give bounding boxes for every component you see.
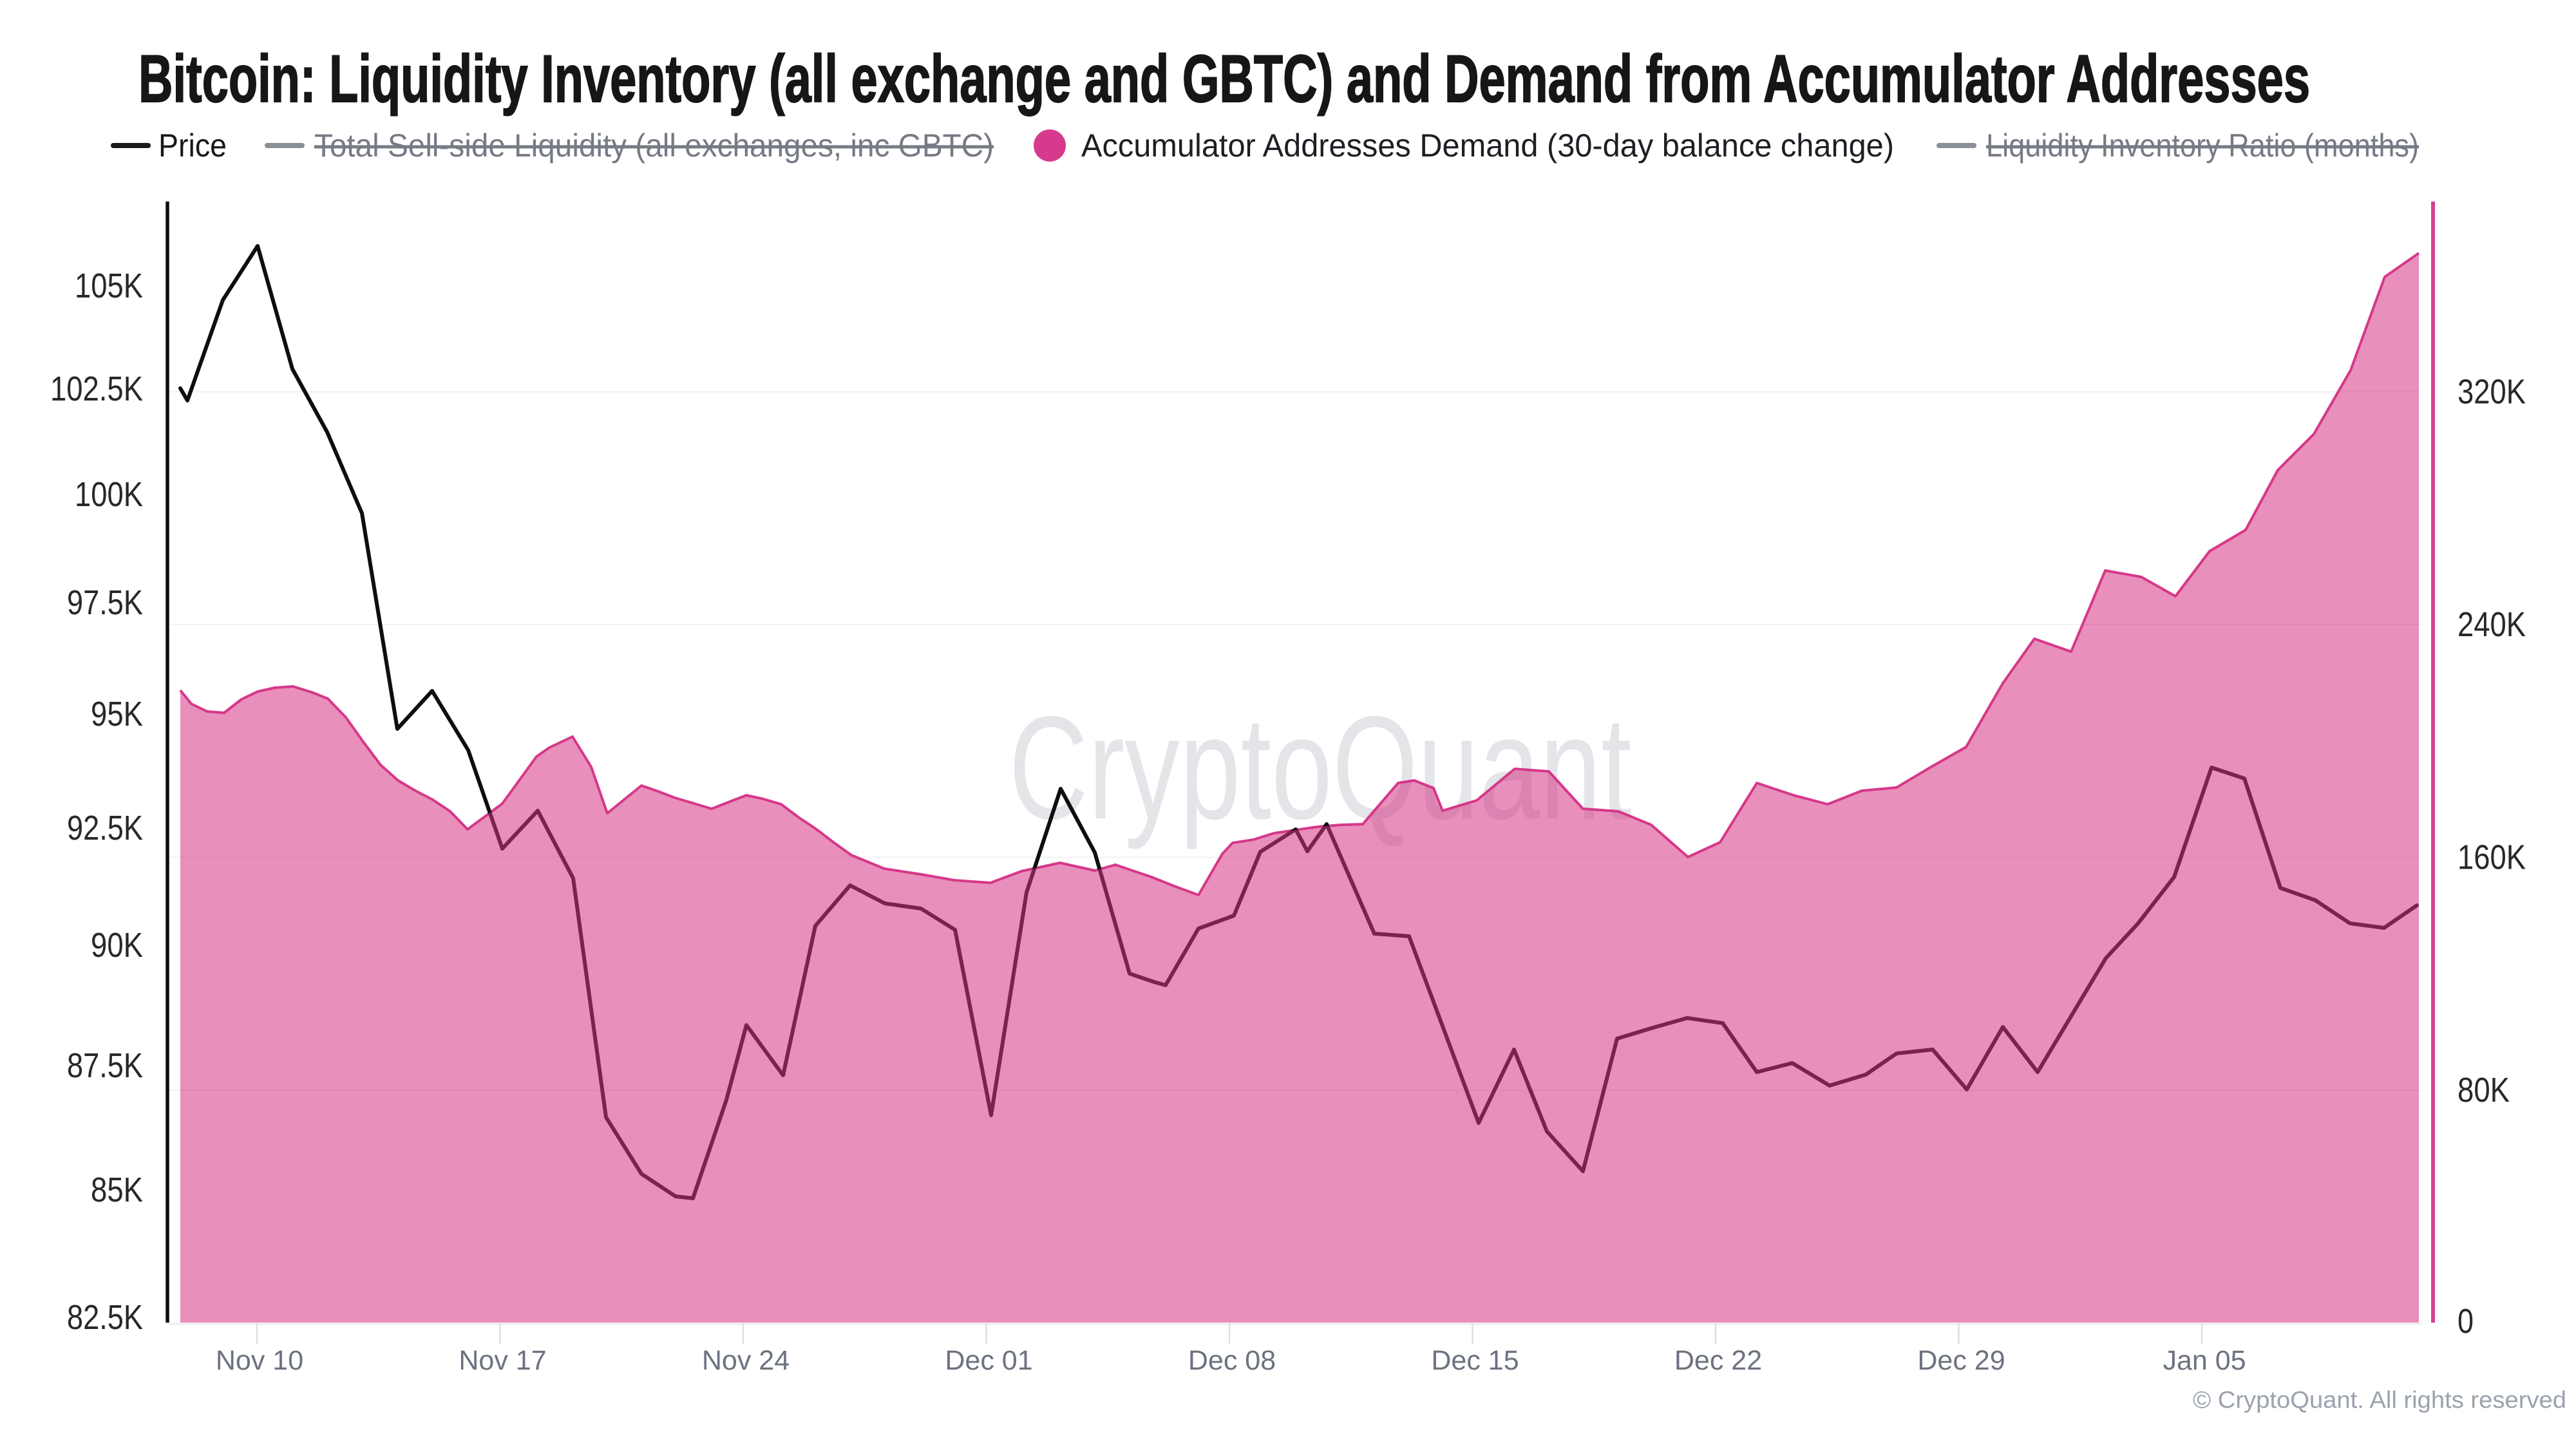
svg-text:320K: 320K — [2458, 373, 2526, 411]
svg-text:Nov 10: Nov 10 — [216, 1345, 303, 1376]
svg-text:Total Sell-side Liquidity (all: Total Sell-side Liquidity (all exchanges… — [314, 127, 994, 164]
svg-text:100K: 100K — [75, 475, 143, 514]
svg-text:© CryptoQuant. All rights rese: © CryptoQuant. All rights reserved — [2193, 1387, 2566, 1413]
svg-text:95K: 95K — [91, 695, 143, 733]
svg-text:Nov 24: Nov 24 — [702, 1345, 790, 1376]
svg-text:0: 0 — [2458, 1302, 2474, 1341]
svg-text:80K: 80K — [2458, 1071, 2510, 1109]
svg-text:Dec 22: Dec 22 — [1674, 1345, 1762, 1376]
svg-text:85K: 85K — [91, 1171, 143, 1209]
svg-text:Jan 05: Jan 05 — [2163, 1345, 2246, 1376]
svg-text:Bitcoin: Liquidity Inventory (: Bitcoin: Liquidity Inventory (all exchan… — [138, 42, 2310, 117]
svg-text:102.5K: 102.5K — [50, 370, 143, 408]
svg-text:92.5K: 92.5K — [67, 809, 143, 847]
svg-text:Dec 15: Dec 15 — [1431, 1345, 1519, 1376]
svg-text:82.5K: 82.5K — [67, 1298, 143, 1337]
svg-text:Nov 17: Nov 17 — [459, 1345, 546, 1376]
svg-text:87.5K: 87.5K — [67, 1046, 143, 1085]
svg-text:Price: Price — [158, 127, 227, 164]
svg-text:160K: 160K — [2458, 838, 2526, 877]
svg-text:Dec 29: Dec 29 — [1917, 1345, 2005, 1376]
svg-text:240K: 240K — [2458, 605, 2526, 644]
svg-text:Liquidity Inventory Ratio (mon: Liquidity Inventory Ratio (months) — [1986, 127, 2419, 164]
svg-text:97.5K: 97.5K — [67, 583, 143, 622]
svg-text:Dec 08: Dec 08 — [1188, 1345, 1276, 1376]
svg-text:90K: 90K — [91, 926, 143, 965]
svg-text:Dec 01: Dec 01 — [945, 1345, 1032, 1376]
svg-text:Accumulator Addresses Demand (: Accumulator Addresses Demand (30-day bal… — [1081, 127, 1894, 164]
svg-text:105K: 105K — [75, 267, 143, 305]
